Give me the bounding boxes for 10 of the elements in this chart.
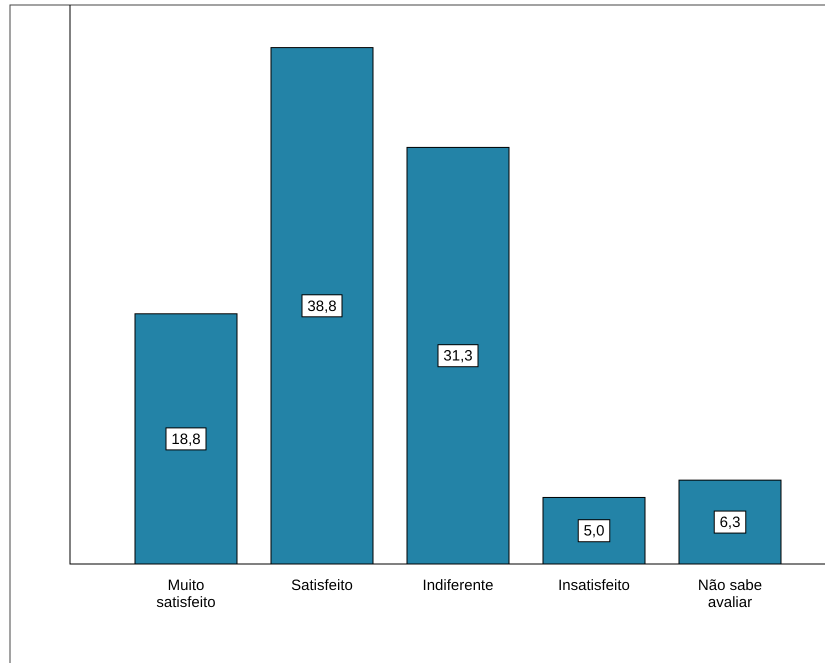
x-tick-label: Muito satisfeito bbox=[156, 577, 216, 611]
data-label: 18,8 bbox=[171, 430, 201, 448]
x-tick-label: Indiferente bbox=[422, 577, 494, 594]
data-label: 6,3 bbox=[720, 514, 740, 532]
x-tick-label: Satisfeito bbox=[291, 577, 353, 594]
data-label: 38,8 bbox=[307, 298, 337, 315]
data-label: 31,3 bbox=[443, 348, 473, 365]
data-label: 5,0 bbox=[584, 522, 604, 540]
x-tick-label: Não sabe avaliar bbox=[698, 577, 762, 611]
x-tick-label: Insatisfeito bbox=[558, 577, 630, 594]
